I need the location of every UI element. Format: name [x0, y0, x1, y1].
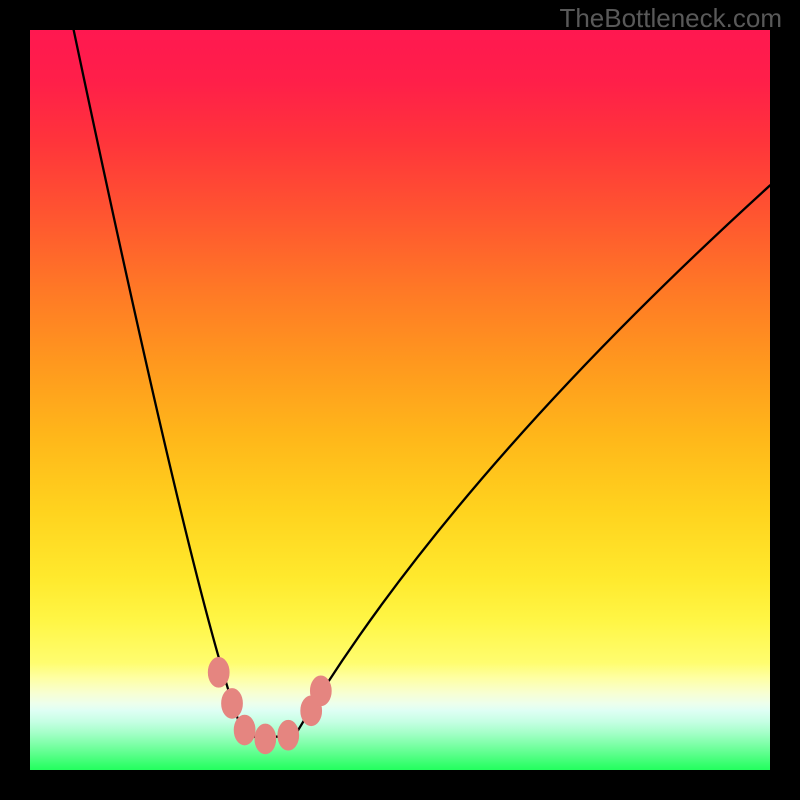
watermark-text: TheBottleneck.com: [559, 3, 782, 34]
data-marker: [278, 720, 299, 750]
data-marker: [234, 715, 255, 745]
data-marker: [310, 676, 331, 706]
data-marker: [208, 658, 229, 688]
chart-frame: [30, 30, 770, 770]
bottleneck-curve-chart: [30, 30, 770, 770]
data-marker: [222, 689, 243, 719]
gradient-background: [30, 30, 770, 770]
data-marker: [255, 724, 276, 754]
